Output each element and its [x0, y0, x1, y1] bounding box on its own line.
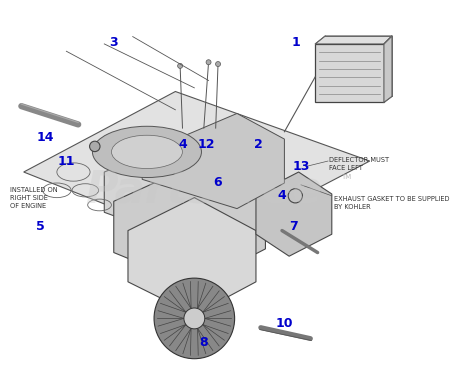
Text: DEFLECTOR MUST
FACE LEFT: DEFLECTOR MUST FACE LEFT [329, 157, 390, 171]
Text: 7: 7 [290, 220, 298, 234]
Text: 6: 6 [214, 176, 222, 190]
Text: PartsTree: PartsTree [85, 169, 322, 212]
Text: 1: 1 [292, 36, 301, 49]
Bar [315, 44, 384, 102]
Circle shape [90, 141, 100, 152]
Text: 14: 14 [36, 131, 54, 144]
Text: INSTALLED ON
RIGHT SIDE
OF ENGINE: INSTALLED ON RIGHT SIDE OF ENGINE [10, 187, 58, 209]
Circle shape [216, 61, 220, 67]
Text: TM: TM [341, 174, 352, 180]
Text: 13: 13 [292, 160, 310, 173]
Circle shape [206, 60, 211, 65]
Polygon shape [128, 198, 256, 315]
Ellipse shape [111, 135, 182, 168]
Text: 2: 2 [254, 138, 263, 151]
Ellipse shape [92, 126, 201, 178]
Circle shape [154, 278, 235, 359]
Text: 4: 4 [178, 138, 187, 151]
Circle shape [178, 63, 182, 68]
Text: 12: 12 [198, 138, 215, 151]
Polygon shape [24, 92, 370, 245]
Text: EXHAUST GASKET TO BE SUPPLIED
BY KOHLER: EXHAUST GASKET TO BE SUPPLIED BY KOHLER [334, 196, 450, 210]
Text: 4: 4 [278, 189, 286, 202]
Text: 3: 3 [109, 36, 118, 49]
Polygon shape [114, 165, 265, 285]
Text: 11: 11 [58, 154, 75, 168]
Text: 10: 10 [276, 317, 293, 330]
Polygon shape [142, 113, 284, 209]
Polygon shape [384, 36, 392, 102]
Polygon shape [256, 172, 332, 256]
Text: 8: 8 [200, 336, 208, 349]
Circle shape [184, 308, 205, 329]
Polygon shape [104, 135, 275, 245]
Text: 5: 5 [36, 220, 45, 234]
Polygon shape [315, 36, 392, 44]
